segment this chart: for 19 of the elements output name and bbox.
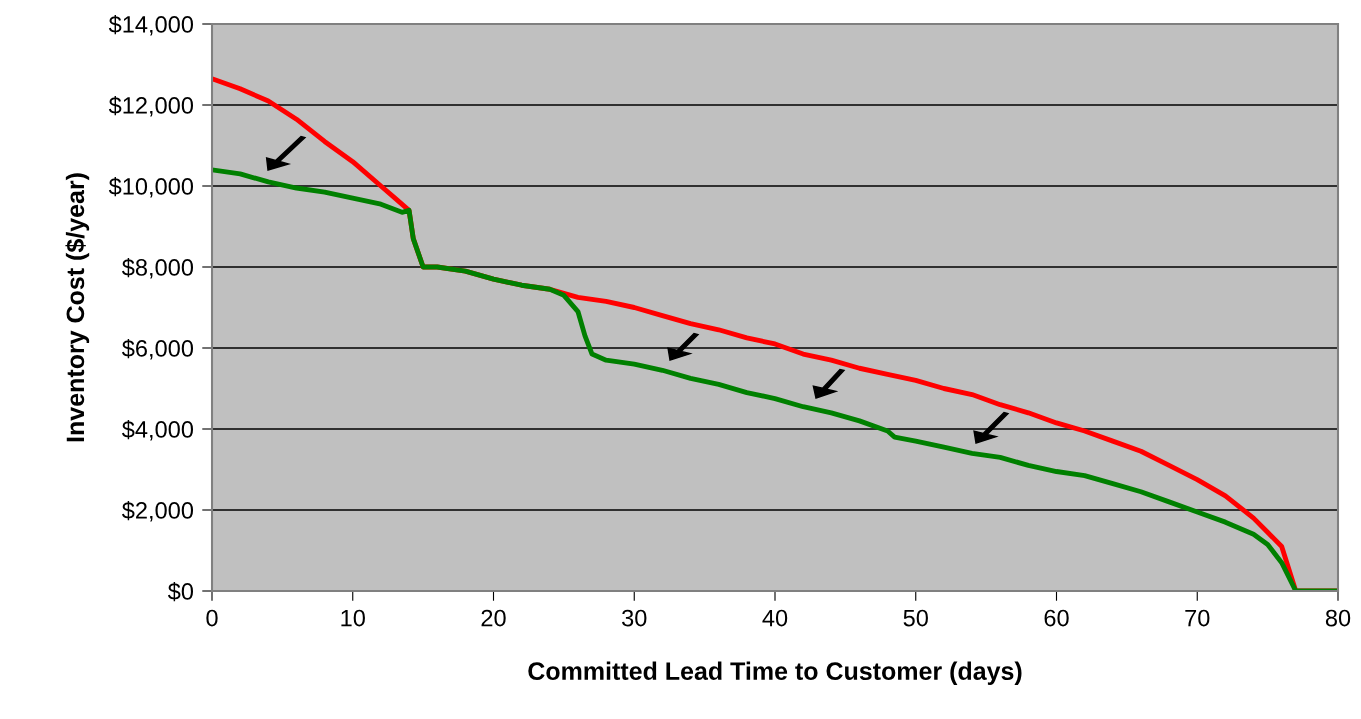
y-tick-label: $8,000 xyxy=(121,258,194,279)
x-tick-label: 60 xyxy=(1044,609,1069,627)
y-tick-label: $10,000 xyxy=(108,177,194,198)
y-tick-label: $12,000 xyxy=(108,96,194,117)
x-axis-title: Committed Lead Time to Customer (days) xyxy=(528,661,1022,685)
x-tick-label: 40 xyxy=(762,609,788,627)
y-tick-label: $2,000 xyxy=(121,501,194,522)
x-tick-label: 10 xyxy=(341,609,365,627)
y-axis-title: Inventory Cost ($/year) xyxy=(65,173,90,442)
y-tick-label: $0 xyxy=(167,582,194,602)
x-tick-label: 80 xyxy=(1325,609,1351,627)
x-tick-label: 0 xyxy=(206,609,218,627)
x-tick-label: 70 xyxy=(1185,609,1210,627)
x-tick-label: 50 xyxy=(903,609,928,627)
y-tick-label: $14,000 xyxy=(108,15,194,36)
y-tick-label: $6,000 xyxy=(121,339,194,360)
x-tick-label: 20 xyxy=(481,609,506,627)
x-tick-label: 30 xyxy=(622,609,647,627)
y-tick-label: $4,000 xyxy=(121,420,194,441)
